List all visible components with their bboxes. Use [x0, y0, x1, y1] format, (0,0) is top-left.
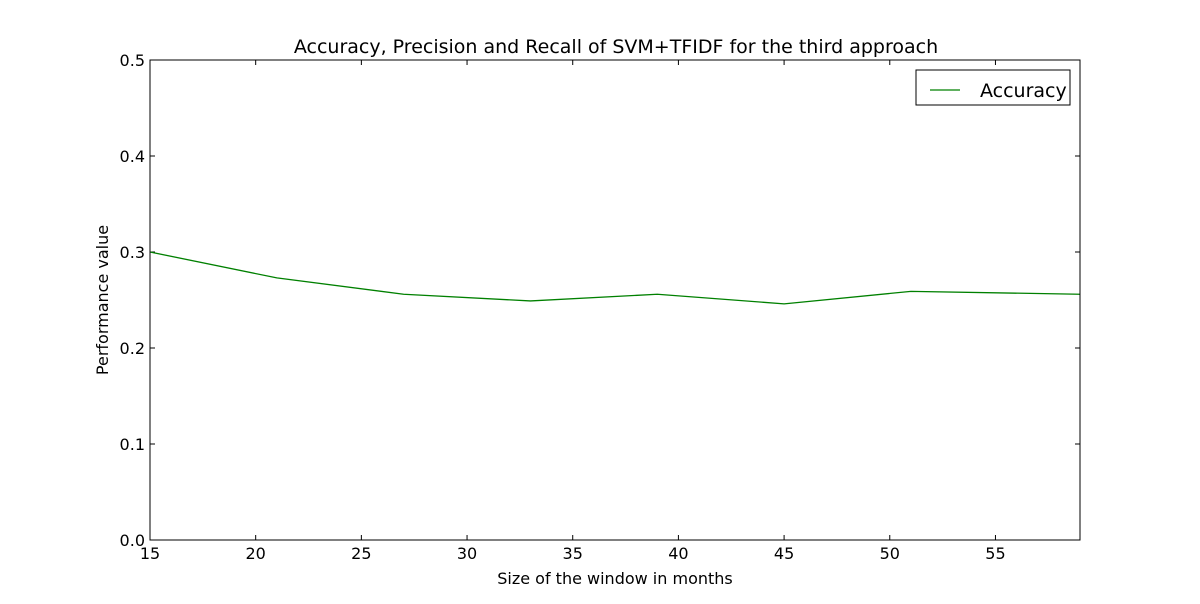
- y-tick-label: 0.1: [120, 435, 145, 454]
- x-tick-label: 50: [880, 544, 900, 563]
- y-axis-label: Performance value: [93, 225, 112, 375]
- x-tick-label: 55: [985, 544, 1005, 563]
- x-tick-label: 20: [246, 544, 266, 563]
- x-tick-label: 45: [774, 544, 794, 563]
- y-tick-label: 0.2: [120, 339, 145, 358]
- legend: Accuracy: [916, 70, 1070, 105]
- series-layer: [150, 252, 1080, 304]
- x-tick-label: 35: [563, 544, 583, 563]
- x-tick-label: 40: [668, 544, 688, 563]
- y-tick-label: 0.3: [120, 243, 145, 262]
- y-tick-label: 0.5: [120, 51, 145, 70]
- chart-title: Accuracy, Precision and Recall of SVM+TF…: [294, 36, 938, 58]
- x-tick-label: 30: [457, 544, 477, 563]
- y-tick-label: 0.4: [120, 147, 145, 166]
- x-tick-label: 25: [351, 544, 371, 563]
- y-tick-label: 0.0: [120, 531, 145, 550]
- x-axis-label: Size of the window in months: [497, 569, 733, 588]
- plot-frame: [150, 60, 1080, 540]
- y-axis-ticks: 0.0 0.1 0.2 0.3 0.4 0.5: [120, 51, 1080, 550]
- legend-label-accuracy: Accuracy: [980, 80, 1067, 102]
- series-line-accuracy: [150, 252, 1080, 304]
